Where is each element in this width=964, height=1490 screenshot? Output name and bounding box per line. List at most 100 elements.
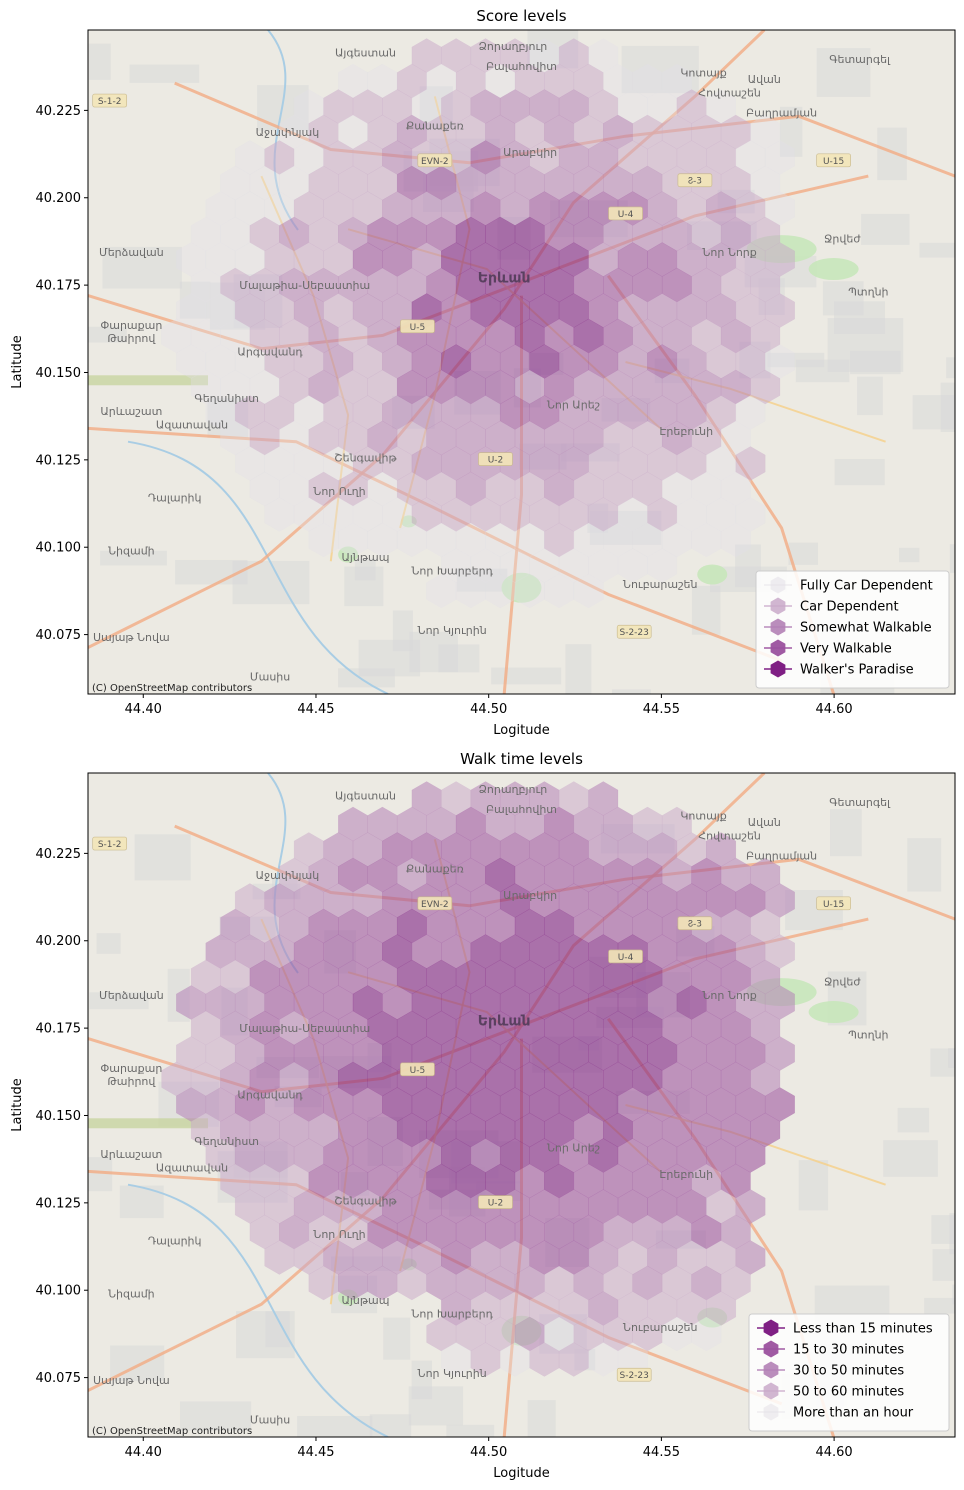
legend-label: Fully Car Dependent bbox=[800, 579, 933, 594]
map-place-label: Փարաքար bbox=[100, 1062, 162, 1075]
hexagon-cell bbox=[205, 191, 236, 226]
legend-hexagon-marker bbox=[763, 1361, 779, 1379]
legend: Less than 15 minutes 15 to 30 minutes 30 t… bbox=[748, 1313, 950, 1432]
basemap: Երևան Արաբկիր Նոր Նորք Մալաթիա-Սեբաստիա Շենգ… bbox=[88, 30, 955, 694]
map-place-label: Պտղնի bbox=[848, 1029, 888, 1042]
map-district-label: Նոր Նորք bbox=[702, 989, 756, 1002]
hexagon-cell bbox=[691, 522, 722, 558]
builtup-block bbox=[948, 1048, 955, 1068]
road-label: U-2 bbox=[488, 456, 504, 466]
hexagon-cell bbox=[750, 114, 781, 150]
map-place-label: Թաիրով bbox=[107, 332, 156, 345]
map-place-label: Մերձավան bbox=[99, 989, 164, 1002]
map-district-label: Նոր Արեշ bbox=[547, 1141, 600, 1154]
builtup-block bbox=[788, 542, 819, 565]
builtup-block bbox=[179, 1401, 252, 1431]
legend-hexagon-marker bbox=[770, 660, 786, 678]
y-tick-label: 40.150 bbox=[36, 366, 82, 381]
map-place-label: Նոր Ուղի bbox=[313, 485, 365, 498]
map-place-label: Հովտաշեն bbox=[698, 86, 761, 99]
map-district-label: Նոր Արեշ bbox=[547, 398, 600, 411]
builtup-block bbox=[344, 566, 384, 607]
park-area bbox=[338, 546, 359, 563]
map-place-label: Նոր Խարբերդ bbox=[411, 564, 493, 577]
hexagon-cell bbox=[691, 471, 722, 507]
map-place-label: Այնթապ bbox=[341, 1294, 389, 1307]
hexagon-cell bbox=[190, 369, 221, 405]
hexagon-cell bbox=[647, 497, 678, 532]
x-tick-label: 44.40 bbox=[125, 1445, 162, 1460]
hexagon-cell bbox=[691, 1316, 722, 1352]
map-place-label: Թաիրով bbox=[107, 1075, 156, 1088]
map-district-label: Աջափնյակ bbox=[256, 126, 320, 139]
road-shield bbox=[816, 153, 851, 168]
builtup-block bbox=[565, 644, 592, 694]
x-tick-label: 44.50 bbox=[470, 1445, 507, 1460]
map-place-label: Ջրվեժ bbox=[824, 975, 861, 988]
hexagon-cell bbox=[308, 522, 339, 558]
hexagon-cell bbox=[176, 293, 207, 328]
map-district-label: Բաղրամյան bbox=[746, 849, 817, 862]
x-tick-label: 44.60 bbox=[815, 1445, 852, 1460]
road-shield bbox=[478, 452, 513, 466]
road-shield bbox=[400, 1062, 435, 1077]
hexagon-cell bbox=[514, 573, 545, 609]
builtup-block bbox=[952, 1284, 955, 1305]
map-district-label: Մալաթիա-Սեբաստիա bbox=[239, 279, 370, 292]
legend-box bbox=[755, 570, 950, 689]
hexagon-cell bbox=[249, 165, 280, 201]
builtup-block bbox=[834, 458, 885, 486]
map-city-label: Երևան bbox=[478, 1013, 531, 1029]
legend-hexagon-marker bbox=[763, 1319, 779, 1337]
builtup-block bbox=[877, 127, 907, 181]
x-tick-label: 44.60 bbox=[815, 702, 852, 717]
hexagon-cell bbox=[338, 522, 368, 558]
river bbox=[267, 30, 299, 231]
map-place-label: Կոտայք bbox=[680, 66, 726, 79]
x-tick-label: 44.45 bbox=[297, 702, 334, 717]
hexagon-cell bbox=[588, 497, 619, 532]
builtup-block bbox=[491, 667, 562, 685]
map-district-label: Շենգավիթ bbox=[334, 1195, 397, 1208]
river bbox=[127, 440, 389, 694]
road-label: U-5 bbox=[410, 1066, 426, 1076]
builtup-block bbox=[767, 352, 825, 368]
map-district-label: Ավան bbox=[748, 73, 781, 86]
hexagon-cell bbox=[176, 344, 207, 379]
hexagon-cell bbox=[323, 497, 354, 532]
hexagon-cell bbox=[661, 522, 692, 558]
map-district-label: Մալաթիա-Սեբաստիա bbox=[239, 1022, 370, 1035]
map-place-label: Արևաշատ bbox=[100, 1148, 162, 1161]
road-shield bbox=[417, 153, 453, 168]
builtup-block bbox=[96, 933, 121, 954]
road-label: U-15 bbox=[823, 157, 844, 167]
hexagon-cell bbox=[558, 548, 589, 583]
y-tick-label: 40.125 bbox=[36, 1196, 82, 1211]
map-district-label: Աջափնյակ bbox=[256, 869, 320, 882]
map-place-label: Այգեստան bbox=[335, 47, 396, 60]
park-area bbox=[808, 258, 859, 281]
hexagon-cell bbox=[632, 63, 663, 99]
map-place-label: Մասիս bbox=[250, 671, 290, 684]
builtup-block bbox=[134, 834, 191, 881]
road-label: U-4 bbox=[618, 210, 634, 220]
road-shield bbox=[616, 624, 652, 639]
hexagon-cell bbox=[352, 497, 383, 532]
hexagon-cell bbox=[661, 1316, 692, 1352]
hexagon-cell bbox=[485, 573, 516, 609]
road-label: EVN-2 bbox=[421, 157, 449, 167]
builtup-block bbox=[129, 64, 200, 83]
builtup-block bbox=[822, 281, 864, 316]
map-place-label: Պտղնի bbox=[848, 286, 888, 299]
road-shield bbox=[400, 319, 435, 334]
road-shield bbox=[92, 93, 128, 108]
road-label: EVN-2 bbox=[421, 900, 449, 910]
road-label: U-5 bbox=[410, 323, 426, 333]
builtup-block bbox=[883, 1140, 938, 1177]
hexagon-cell bbox=[706, 1291, 737, 1326]
road-shield bbox=[478, 1195, 513, 1209]
map-place-label: Սայաթ Նովա bbox=[93, 631, 170, 644]
axes-frame bbox=[87, 29, 956, 695]
hexagon-cell bbox=[573, 573, 604, 609]
